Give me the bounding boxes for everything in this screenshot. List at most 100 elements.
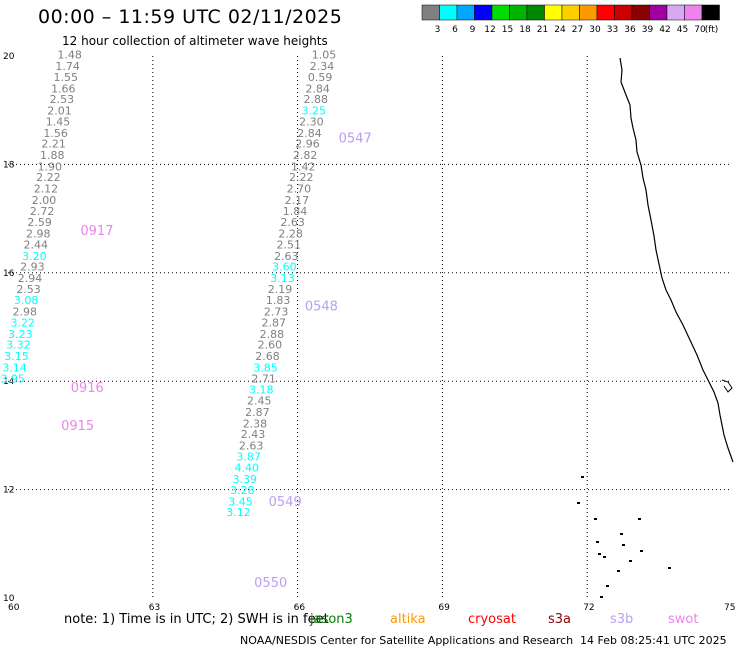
wave-height-value: 3.14 (2, 361, 27, 374)
pass-time-label: 0550 (254, 576, 287, 591)
legend-swatch (561, 4, 580, 21)
wave-height-value: 2.12 (34, 183, 59, 196)
legend-swatch (684, 4, 703, 21)
wave-height-value: 1.05 (312, 49, 337, 62)
lon-tick-label: 75 (724, 603, 735, 613)
wave-height-value: 3.45 (228, 495, 253, 508)
wave-height-value: 1.42 (291, 160, 316, 173)
lat-tick-label: 18 (3, 160, 15, 170)
island (581, 476, 584, 478)
island (603, 556, 606, 558)
legend-label: 33 (607, 25, 618, 35)
satellite-legend-item: s3a (548, 612, 572, 627)
wave-height-value: 1.48 (57, 49, 82, 62)
legend-swatch (421, 4, 440, 21)
wave-height-value: 2.88 (304, 93, 329, 106)
wave-height-value: 2.93 (20, 261, 45, 274)
wave-height-value: 2.17 (285, 194, 310, 207)
lon-tick-label: 69 (438, 603, 450, 613)
wave-height-value: 1.90 (38, 160, 63, 173)
map-subtitle: 12 hour collection of altimeter wave hei… (62, 34, 328, 48)
wave-height-value: 2.87 (262, 316, 287, 329)
wave-height-value: 3.12 (226, 506, 251, 519)
wave-height-value: 2.21 (41, 138, 66, 151)
legend-label: 21 (537, 25, 548, 35)
wave-height-value: 2.51 (276, 238, 301, 251)
lat-tick-label: 20 (3, 52, 15, 62)
wave-height-value: 2.71 (251, 372, 276, 385)
wave-height-value: 1.56 (43, 127, 68, 140)
island (640, 550, 643, 552)
credit-line: NOAA/NESDIS Center for Satellite Applica… (240, 634, 574, 647)
lon-tick-label: 72 (583, 603, 594, 613)
legend-swatch (649, 4, 668, 21)
coastline-islet (721, 379, 733, 393)
legend-label: 3 (435, 25, 441, 35)
island (577, 502, 580, 504)
lon-tick-label: 60 (8, 603, 20, 613)
wave-height-value: 2.53 (50, 93, 75, 106)
lat-tick-label: 10 (3, 594, 15, 604)
legend-unit: (ft) (705, 25, 719, 35)
wave-height-value: 2.68 (255, 350, 280, 363)
lon-tick-label: 63 (149, 603, 160, 613)
wave-height-value: 2.88 (260, 328, 285, 341)
wave-height-value: 3.13 (270, 272, 295, 285)
wave-height-value: 2.98 (26, 228, 51, 241)
legend-label: 36 (624, 25, 636, 35)
legend-swatch (544, 4, 563, 21)
wave-height-value: 3.20 (22, 250, 47, 263)
legend-swatch (439, 4, 458, 21)
wave-height-value: 3.22 (11, 316, 36, 329)
wave-height-value: 2.28 (278, 228, 303, 241)
island (594, 518, 597, 520)
legend-label: 30 (589, 25, 601, 35)
pass-time-label: 0547 (339, 132, 372, 147)
satellite-legend-item: swot (668, 612, 699, 627)
wave-height-value: 3.32 (6, 339, 31, 352)
wave-height-value: 2.44 (24, 238, 49, 251)
pass-time-label: 0917 (80, 224, 113, 239)
legend-label: 12 (484, 25, 495, 35)
legend-swatch (509, 4, 528, 21)
wave-height-value: 3.15 (4, 350, 29, 363)
legend-label: 18 (519, 25, 531, 35)
lat-tick-label: 16 (3, 269, 15, 279)
wave-height-value: 2.22 (36, 171, 61, 184)
wave-height-value: 2.96 (295, 138, 320, 151)
legend-label: 45 (677, 25, 688, 35)
island (596, 541, 599, 543)
legend-label: 39 (642, 25, 654, 35)
wave-height-value: 2.45 (247, 395, 272, 408)
wave-height-value: 2.38 (243, 417, 268, 430)
legend-label: 6 (452, 25, 458, 35)
legend-swatch (526, 4, 545, 21)
wave-height-value: 3.18 (249, 384, 274, 397)
wave-height-value: 2.84 (297, 127, 322, 140)
legend-label: 42 (659, 25, 670, 35)
wave-height-value: 2.30 (299, 115, 324, 128)
island (598, 553, 601, 555)
wave-height-value: 3.60 (272, 261, 297, 274)
satellite-legend-item: jason3 (310, 612, 353, 627)
island (668, 567, 671, 569)
wave-height-value: 2.70 (287, 183, 312, 196)
wave-height-value: 2.34 (310, 60, 335, 73)
wave-height-value: 3.39 (233, 473, 258, 486)
wave-height-value: 2.01 (47, 105, 72, 118)
legend-swatch (474, 4, 493, 21)
wave-height-value: 1.45 (46, 115, 71, 128)
legend-swatch (614, 4, 633, 21)
legend-swatch (491, 4, 510, 21)
footer-note: note: 1) Time is in UTC; 2) SWH is in fe… (64, 612, 329, 627)
wave-height-value: 1.88 (40, 149, 65, 162)
pass-time-label: 0916 (71, 381, 104, 396)
legend-swatch (579, 4, 598, 21)
island (622, 544, 625, 546)
wave-height-value: 2.87 (245, 406, 270, 419)
wave-height-value: 3.28 (230, 484, 255, 497)
island (638, 518, 641, 520)
legend-swatch (666, 4, 685, 21)
wave-height-value: 2.63 (239, 439, 264, 452)
